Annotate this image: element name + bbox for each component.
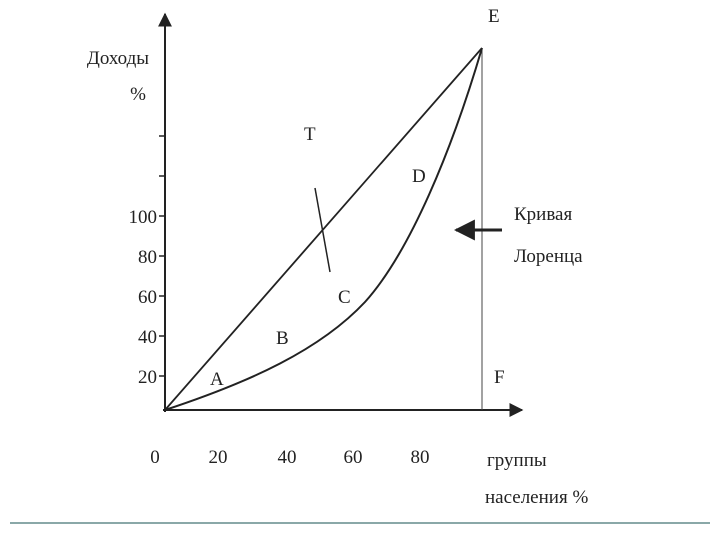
point-label: A	[210, 369, 224, 390]
y-axis-unit: %	[130, 84, 146, 105]
y-tick-label: 100	[129, 207, 158, 228]
y-tick-label: 80	[138, 247, 157, 268]
x-tick-label: 0	[150, 447, 160, 468]
x-axis-title: группы	[487, 450, 547, 471]
x-axis-title: населения %	[485, 487, 588, 508]
y-tick-label: 20	[138, 367, 157, 388]
point-label: E	[488, 6, 500, 27]
x-tick-label: 40	[278, 447, 297, 468]
y-tick-label: 60	[138, 287, 157, 308]
point-label: T	[304, 124, 316, 145]
annotation: Кривая	[514, 204, 572, 225]
lorenz-curve	[164, 47, 483, 411]
t-line	[314, 187, 331, 273]
point-label: D	[412, 166, 426, 187]
y-axis-title: Доходы	[87, 48, 149, 69]
point-label: C	[338, 287, 351, 308]
x-tick-label: 80	[411, 447, 430, 468]
point-label: F	[494, 367, 505, 388]
annotation: Лоренца	[514, 246, 583, 267]
x-tick-label: 20	[209, 447, 228, 468]
point-label: B	[276, 328, 289, 349]
y-tick-label: 40	[138, 327, 157, 348]
x-tick-label: 60	[344, 447, 363, 468]
y-ticks	[159, 135, 165, 377]
equality-line	[164, 47, 483, 411]
